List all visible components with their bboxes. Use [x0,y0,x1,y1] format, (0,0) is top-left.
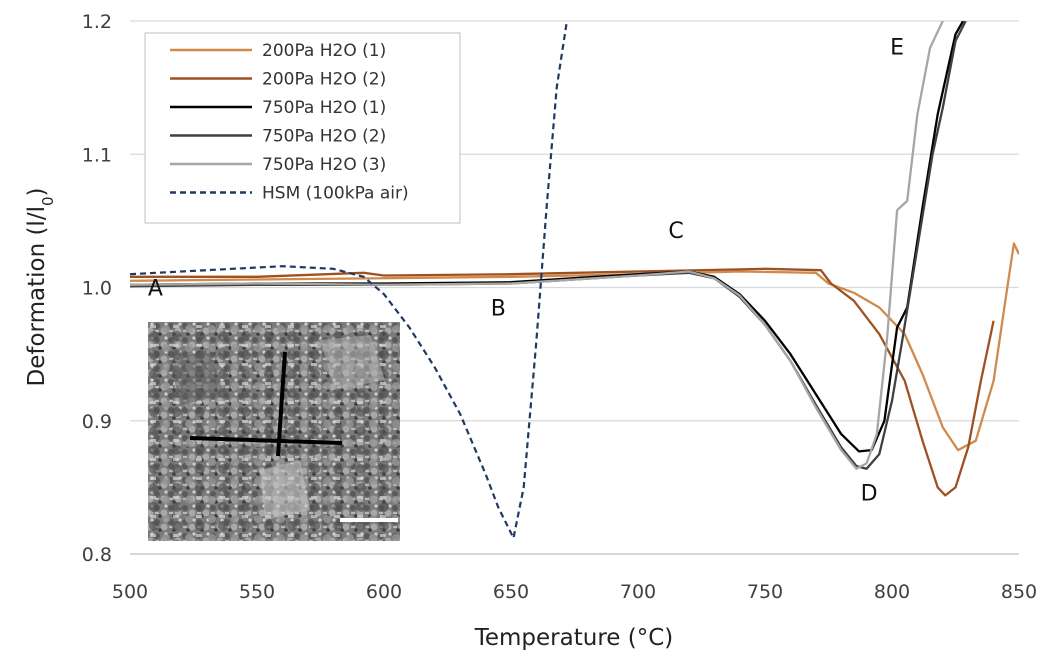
legend: 200Pa H2O (1) 200Pa H2O (2) 750Pa H2O (1) 7… [144,32,461,224]
point-label-b: B [491,296,506,321]
legend-label: 750Pa H2O (2) [262,127,386,147]
x-tick-label: 550 [239,581,275,603]
point-label-d: D [861,482,878,507]
sem-grain [320,335,385,390]
y-axis-title-end: ) [24,188,50,197]
x-tick-label: 850 [1001,581,1037,603]
legend-label: 200Pa H2O (1) [262,41,386,61]
y-tick-label: 1.0 [82,278,112,300]
legend-label: HSM (100kPa air) [262,184,409,204]
series-line-1 [130,242,1019,452]
sem-micrograph-inset [148,322,400,541]
y-axis-title-main: Deformation (l/l [24,206,50,386]
legend-label: 750Pa H2O (1) [262,98,386,118]
legend-label: 750Pa H2O (3) [262,155,386,175]
y-tick-label: 1.1 [82,144,112,166]
point-label-c: C [668,219,683,244]
x-tick-label: 750 [747,581,783,603]
series-line-6 [130,21,568,540]
y-tick-label: 0.8 [82,544,112,566]
y-axis-title: Deformation (l/l0) [24,188,57,387]
legend-label: 200Pa H2O (2) [262,70,386,90]
x-tick-label: 800 [874,581,910,603]
point-label-a: A [148,276,163,301]
y-axis-title-subscript: 0 [39,196,57,206]
y-tick-label: 1.2 [82,11,112,33]
x-tick-label: 600 [366,581,402,603]
legend-box [144,32,461,224]
axis-ticks: 0.8 0.9 1.0 1.1 1.2 500 550 600 650 700 750 800 850 [82,11,1037,603]
sem-horizontal-marker [189,436,343,445]
series-line-2 [130,267,995,497]
sem-grain [170,350,225,405]
sem-grain [260,460,310,520]
x-axis-title: Temperature (°C) [474,625,674,651]
x-tick-label: 650 [493,581,529,603]
series-line-5 [130,21,944,470]
x-tick-label: 700 [620,581,656,603]
point-label-e: E [890,35,904,60]
point-annotations: A B C D E [148,35,904,506]
series-lines [130,21,1019,540]
y-tick-label: 0.9 [82,411,112,433]
sem-vertical-marker [276,351,287,457]
x-tick-label: 500 [112,581,148,603]
